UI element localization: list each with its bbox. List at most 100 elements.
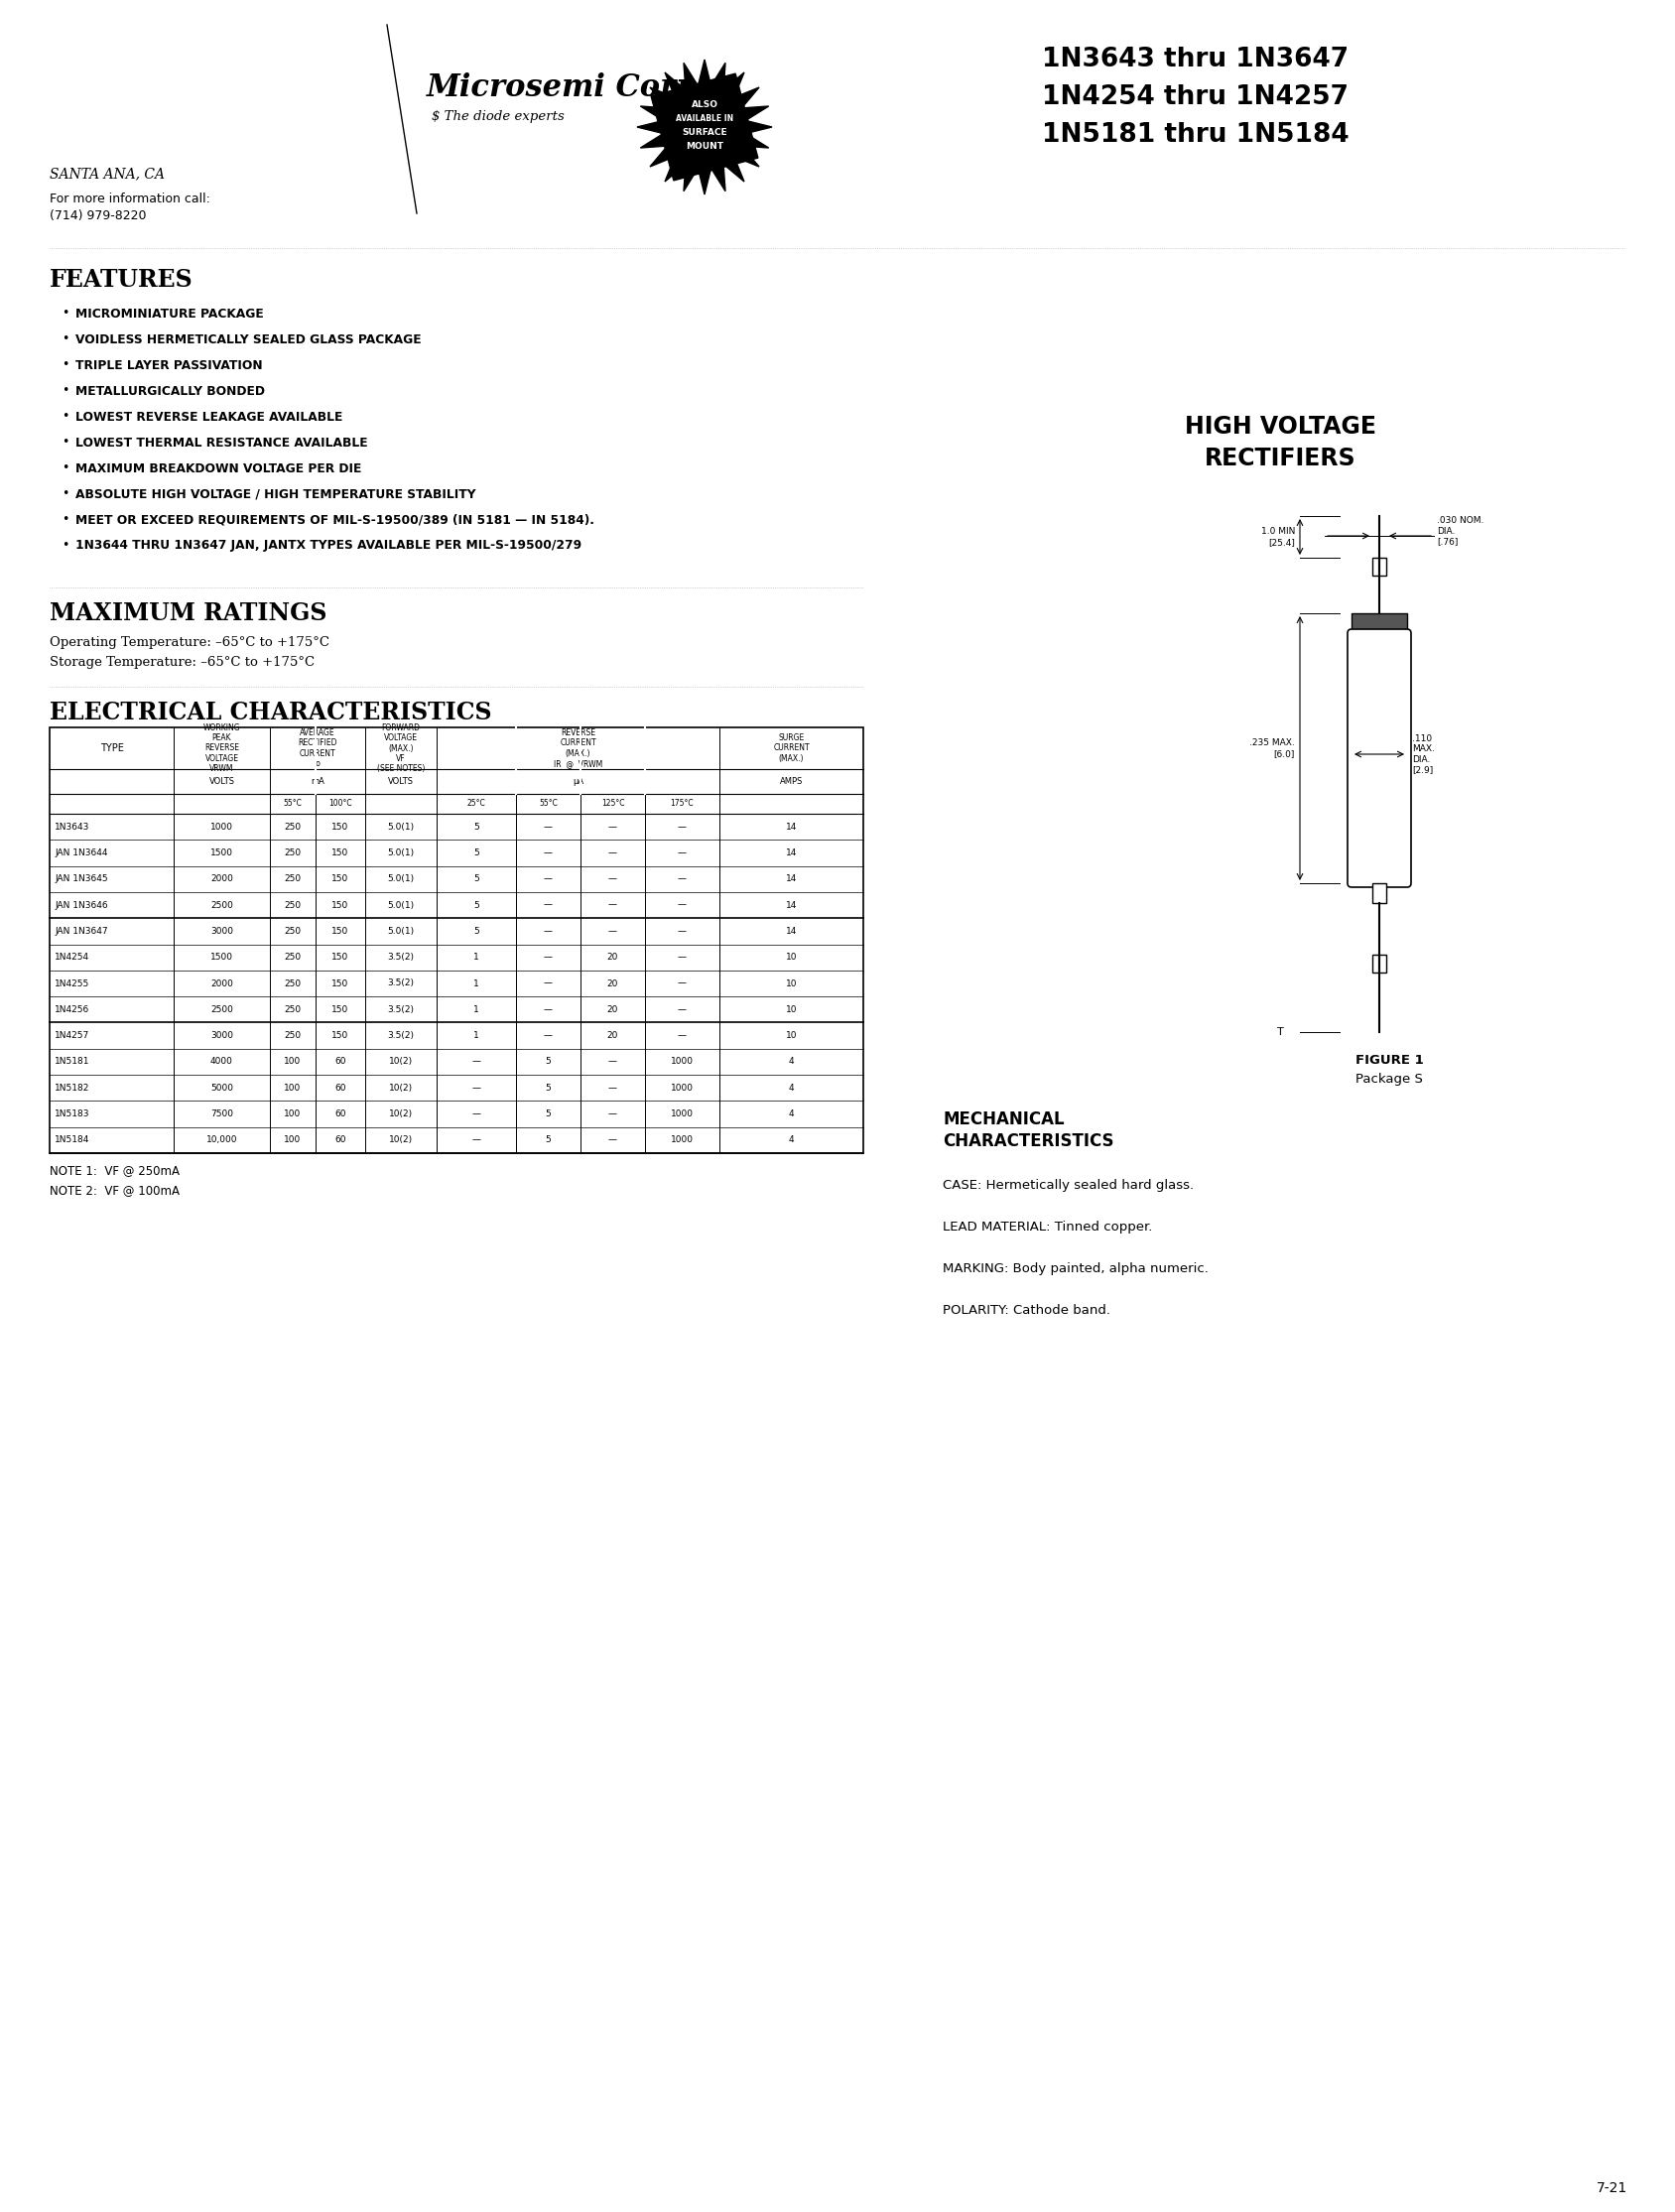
Text: $ The diode experts: $ The diode experts: [432, 111, 564, 124]
Text: 2000: 2000: [211, 980, 233, 989]
Text: 250: 250: [285, 900, 302, 909]
Text: 100: 100: [285, 1110, 302, 1119]
Text: —: —: [544, 823, 553, 832]
Text: 100°C: 100°C: [328, 799, 352, 807]
Text: •: •: [62, 385, 69, 398]
Text: 10,000: 10,000: [206, 1135, 238, 1144]
Text: •: •: [62, 307, 69, 321]
Text: —: —: [608, 1135, 616, 1144]
Text: —: —: [544, 953, 553, 962]
Text: 100: 100: [285, 1135, 302, 1144]
Text: REVERSE
CURRENT
(MAX.)
IR  @  VRWM: REVERSE CURRENT (MAX.) IR @ VRWM: [553, 728, 603, 768]
Text: —: —: [678, 849, 687, 858]
Text: LOWEST THERMAL RESISTANCE AVAILABLE: LOWEST THERMAL RESISTANCE AVAILABLE: [75, 436, 368, 449]
Text: 5: 5: [474, 823, 479, 832]
Text: •: •: [62, 513, 69, 526]
Text: —: —: [544, 927, 553, 936]
Text: 1000: 1000: [670, 1110, 693, 1119]
Text: 1000: 1000: [211, 823, 233, 832]
Text: MAXIMUM BREAKDOWN VOLTAGE PER DIE: MAXIMUM BREAKDOWN VOLTAGE PER DIE: [75, 462, 362, 476]
Text: •: •: [62, 540, 69, 553]
Text: Storage Temperature: –65°C to +175°C: Storage Temperature: –65°C to +175°C: [50, 657, 315, 670]
Text: —: —: [678, 874, 687, 883]
Text: Operating Temperature: –65°C to +175°C: Operating Temperature: –65°C to +175°C: [50, 637, 330, 650]
Polygon shape: [636, 60, 772, 195]
Polygon shape: [652, 73, 759, 181]
Text: 1N4254 thru 1N4257: 1N4254 thru 1N4257: [1042, 84, 1348, 111]
Text: —: —: [678, 1031, 687, 1040]
Text: 1N5183: 1N5183: [55, 1110, 90, 1119]
Text: 5: 5: [546, 1084, 551, 1093]
Text: 150: 150: [332, 1031, 348, 1040]
Text: RECTIFIERS: RECTIFIERS: [1204, 447, 1355, 471]
Text: 1500: 1500: [211, 849, 233, 858]
Text: 1N4256: 1N4256: [55, 1004, 89, 1013]
Text: µA: µA: [573, 776, 583, 785]
Text: —: —: [678, 927, 687, 936]
Text: mA: mA: [310, 776, 325, 785]
Text: 25°C: 25°C: [467, 799, 486, 807]
Text: 250: 250: [285, 823, 302, 832]
Text: VOIDLESS HERMETICALLY SEALED GLASS PACKAGE: VOIDLESS HERMETICALLY SEALED GLASS PACKA…: [75, 334, 422, 345]
Text: 250: 250: [285, 953, 302, 962]
Text: (714) 979-8220: (714) 979-8220: [50, 210, 146, 223]
Text: TYPE: TYPE: [100, 743, 124, 754]
Text: 55°C: 55°C: [283, 799, 301, 807]
Text: FIGURE 1: FIGURE 1: [1355, 1053, 1424, 1066]
Text: Microsemi Corp.: Microsemi Corp.: [427, 73, 709, 102]
Text: —: —: [678, 823, 687, 832]
Text: 60: 60: [335, 1084, 347, 1093]
Text: VOLTS: VOLTS: [209, 776, 234, 785]
Text: For more information call:: For more information call:: [50, 192, 211, 206]
Text: 3.5(2): 3.5(2): [387, 1004, 414, 1013]
Text: LOWEST REVERSE LEAKAGE AVAILABLE: LOWEST REVERSE LEAKAGE AVAILABLE: [75, 411, 343, 422]
Text: AVAILABLE IN: AVAILABLE IN: [675, 115, 734, 124]
Text: FORWARD
VOLTAGE
(MAX.)
VF
(SEE NOTES): FORWARD VOLTAGE (MAX.) VF (SEE NOTES): [377, 723, 425, 774]
Text: 5.0(1): 5.0(1): [387, 849, 414, 858]
Text: 10(2): 10(2): [389, 1057, 412, 1066]
Text: TRIPLE LAYER PASSIVATION: TRIPLE LAYER PASSIVATION: [75, 358, 263, 372]
Text: 14: 14: [786, 849, 797, 858]
Text: 10(2): 10(2): [389, 1084, 412, 1093]
Text: 5: 5: [546, 1110, 551, 1119]
Text: 1N5182: 1N5182: [55, 1084, 90, 1093]
Text: —: —: [544, 874, 553, 883]
Text: CASE: Hermetically sealed hard glass.: CASE: Hermetically sealed hard glass.: [943, 1179, 1194, 1192]
Text: 250: 250: [285, 874, 302, 883]
Text: —: —: [608, 927, 616, 936]
Text: 1.0 MIN
[25.4]: 1.0 MIN [25.4]: [1261, 526, 1295, 546]
Text: •: •: [62, 411, 69, 422]
Text: 3000: 3000: [211, 927, 233, 936]
Text: —: —: [472, 1135, 481, 1144]
Text: •: •: [62, 334, 69, 345]
Text: METALLURGICALLY BONDED: METALLURGICALLY BONDED: [75, 385, 265, 398]
Text: 14: 14: [786, 874, 797, 883]
Text: 10: 10: [786, 953, 797, 962]
Text: 150: 150: [332, 849, 348, 858]
Text: 5.0(1): 5.0(1): [387, 927, 414, 936]
Text: AVERAGE
RECTIFIED
CURRENT
Io: AVERAGE RECTIFIED CURRENT Io: [298, 728, 337, 768]
Text: 1N5181 thru 1N5184: 1N5181 thru 1N5184: [1042, 122, 1348, 148]
Text: HIGH VOLTAGE: HIGH VOLTAGE: [1184, 416, 1375, 438]
Text: 2000: 2000: [211, 874, 233, 883]
Text: —: —: [608, 900, 616, 909]
Text: 4000: 4000: [211, 1057, 233, 1066]
Text: 250: 250: [285, 980, 302, 989]
Bar: [1352, 613, 1407, 633]
Text: NOTE 1:  VF @ 250mA: NOTE 1: VF @ 250mA: [50, 1164, 179, 1177]
Text: T: T: [1276, 1026, 1283, 1037]
Text: VOLTS: VOLTS: [389, 776, 414, 785]
Bar: [1372, 883, 1387, 902]
Text: 20: 20: [606, 980, 618, 989]
Text: 20: 20: [606, 1031, 618, 1040]
Text: 100: 100: [285, 1057, 302, 1066]
Text: •: •: [62, 358, 69, 372]
Text: —: —: [608, 1110, 616, 1119]
Text: SURGE
CURRENT
(MAX.): SURGE CURRENT (MAX.): [774, 734, 809, 763]
Text: —: —: [608, 1057, 616, 1066]
Text: 4: 4: [789, 1110, 794, 1119]
Text: 20: 20: [606, 953, 618, 962]
Text: ABSOLUTE HIGH VOLTAGE / HIGH TEMPERATURE STABILITY: ABSOLUTE HIGH VOLTAGE / HIGH TEMPERATURE…: [75, 489, 476, 500]
Text: 125°C: 125°C: [601, 799, 625, 807]
Text: 150: 150: [332, 1004, 348, 1013]
